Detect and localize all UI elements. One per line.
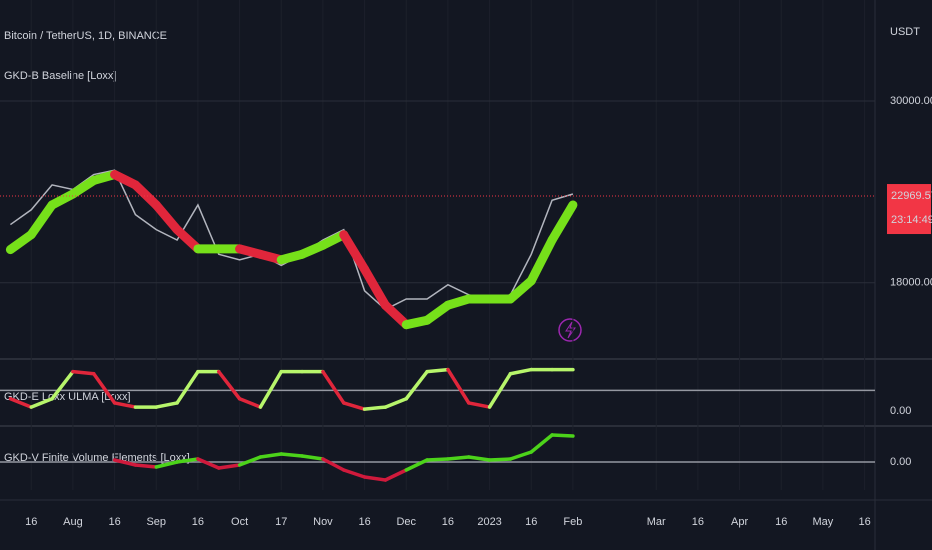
signal-line-segment (383, 468, 408, 482)
x-tick-label: 2023 (477, 516, 501, 528)
signal-line-segment (404, 369, 429, 401)
signal-line-segment (175, 457, 200, 464)
signal-line-segment (217, 369, 242, 401)
x-tick-label: 16 (108, 516, 120, 528)
indicator-title: GKD-B Baseline [Loxx] (4, 70, 117, 82)
signal-line-segment (383, 397, 408, 409)
signal-line-segment (112, 458, 138, 467)
signal-line-segment (8, 397, 33, 409)
signal-line-segment (237, 455, 263, 467)
x-tick-label: 16 (192, 516, 204, 528)
signal-line-segment (217, 463, 242, 470)
signal-line-segment (508, 450, 533, 461)
x-tick-label: Sep (146, 516, 166, 528)
x-tick-label: May (813, 516, 834, 528)
signal-line-segment (404, 458, 429, 472)
signal-line-segment (425, 367, 450, 374)
x-tick-label: 16 (858, 516, 870, 528)
signal-line-segment (526, 235, 557, 286)
signal-line-segment (321, 369, 346, 405)
signal-line-segment (362, 405, 388, 411)
signal-line-segment (71, 369, 96, 376)
x-tick-label: Mar (647, 516, 666, 528)
signal-line-segment (196, 457, 221, 470)
y-tick-label: 30000.00 (890, 95, 932, 107)
signal-line-segment (339, 230, 370, 274)
y-tick-label: 0.00 (890, 456, 911, 468)
signal-line-segment (50, 369, 75, 401)
signal-line-segment (92, 372, 117, 405)
indicator-title: GKD-E Loxx ULMA [Loxx] (4, 391, 131, 403)
signal-line-segment (258, 369, 283, 409)
signal-line-segment (175, 369, 200, 405)
x-tick-label: 16 (775, 516, 787, 528)
x-tick-label: Oct (231, 516, 248, 528)
currency-unit: USDT (890, 26, 920, 38)
signal-line-segment (279, 452, 304, 458)
signal-line-segment (529, 433, 554, 454)
signal-line-segment (172, 225, 203, 254)
signal-line-segment (300, 454, 325, 461)
x-tick-label: Aug (63, 516, 83, 528)
x-tick-label: 16 (358, 516, 370, 528)
symbol-title: Bitcoin / TetherUS, 1D, BINANCE (4, 30, 167, 42)
signal-line-segment (258, 452, 283, 459)
signal-line-segment (425, 457, 450, 462)
signal-line-segment (508, 367, 533, 376)
signal-line-segment (487, 457, 513, 462)
signal-line-segment (151, 200, 182, 235)
signal-line-segment (467, 455, 492, 462)
signal-line-segment (446, 367, 471, 405)
last-price-box (887, 184, 931, 235)
countdown-label: 23:14:49 (891, 214, 932, 226)
signal-line-segment (446, 455, 471, 461)
signal-line-segment (321, 457, 346, 472)
x-tick-label: 17 (275, 516, 287, 528)
signal-line-segment (547, 200, 578, 245)
event-icon-bolt (565, 321, 576, 339)
y-tick-label: 18000.00 (890, 277, 932, 289)
signal-line-segment (133, 463, 158, 469)
x-tick-label: Nov (313, 516, 333, 528)
signal-line-segment (26, 200, 57, 240)
last-price-label: 22969.57 (891, 190, 932, 202)
signal-line-segment (505, 276, 536, 304)
signal-line-segment (154, 460, 179, 469)
signal-line-segment (342, 468, 367, 479)
signal-line-segment (360, 264, 390, 310)
signal-line-segment (380, 300, 411, 330)
indicator-title: GKD-V Finite Volume Elements [Loxx] (4, 452, 190, 464)
x-tick-label: 16 (692, 516, 704, 528)
x-tick-label: 16 (525, 516, 537, 528)
signal-line-segment (130, 180, 161, 210)
signal-line-segment (112, 401, 138, 409)
signal-line-segment (342, 401, 367, 411)
event-icon[interactable] (558, 318, 582, 342)
signal-line-segment (550, 433, 575, 438)
x-tick-label: 16 (25, 516, 37, 528)
x-tick-label: Apr (731, 516, 748, 528)
signal-line-segment (467, 401, 492, 409)
signal-line-segment (237, 397, 263, 409)
x-tick-label: Dec (396, 516, 416, 528)
signal-line-segment (362, 475, 388, 482)
x-tick-label: Feb (563, 516, 582, 528)
signal-line-segment (487, 372, 513, 409)
signal-line-segment (154, 401, 179, 409)
y-tick-label: 0.00 (890, 405, 911, 417)
signal-line-segment (29, 397, 54, 409)
x-tick-label: 16 (442, 516, 454, 528)
